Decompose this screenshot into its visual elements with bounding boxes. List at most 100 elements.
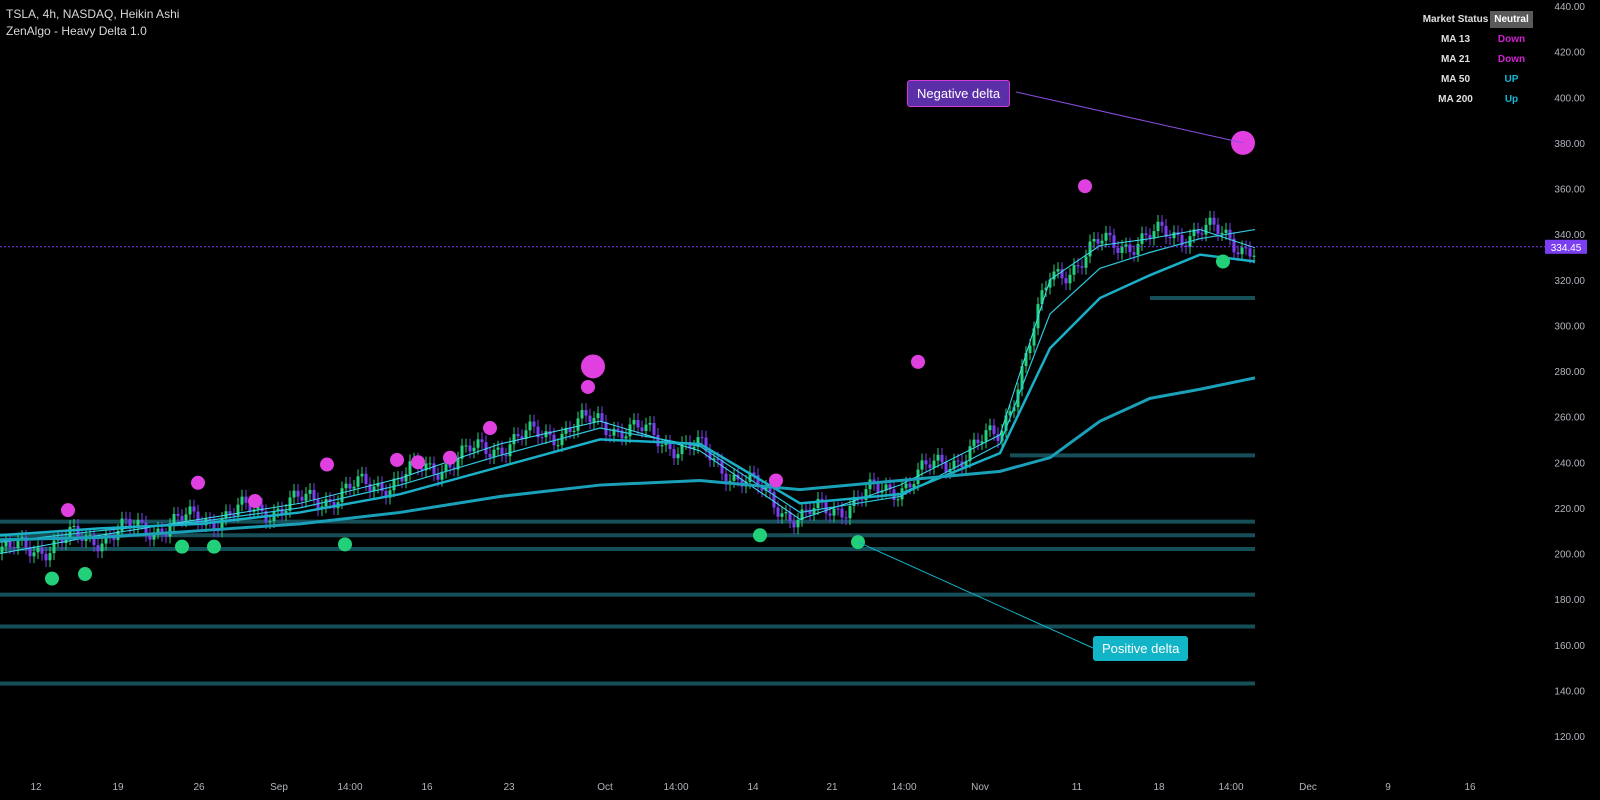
moving-average-line	[0, 376, 1256, 542]
negative-delta-bubble	[390, 452, 404, 467]
negative-delta-bubble	[911, 354, 925, 369]
candle-body	[1044, 287, 1048, 291]
status-row-value: Up	[1504, 93, 1519, 105]
moving-average-line	[0, 229, 1256, 554]
candle-body	[356, 476, 360, 487]
y-axis-tick: 260.00	[1554, 413, 1585, 424]
candle-body	[164, 534, 168, 537]
candle-body	[536, 426, 540, 438]
candle-body	[1200, 233, 1204, 235]
x-axis-tick: 21	[826, 782, 838, 793]
candle-body	[220, 518, 224, 531]
market-status-title: Market Status	[1422, 13, 1489, 25]
negative-delta-bubble	[443, 450, 457, 465]
candle-body	[1076, 265, 1080, 267]
candle-body	[1248, 248, 1252, 257]
candle-body	[100, 543, 104, 552]
candle-body	[1172, 232, 1176, 239]
candle-body	[400, 477, 404, 482]
candle-body	[804, 509, 808, 511]
candle-body	[228, 511, 232, 515]
candle-body	[1112, 235, 1116, 248]
candle-body	[936, 454, 940, 461]
y-axis-tick: 400.00	[1554, 93, 1585, 104]
negative-delta-bubble	[191, 475, 205, 490]
candle-body	[308, 489, 312, 494]
candle-body	[1180, 234, 1184, 246]
candle-body	[492, 449, 496, 458]
candle-body	[364, 473, 368, 484]
status-row-label: MA 21	[1440, 53, 1471, 65]
candle-body	[888, 484, 892, 490]
candle-body	[1216, 224, 1220, 235]
candle-body	[1208, 217, 1212, 225]
candle-body	[612, 428, 616, 436]
candle-body	[464, 445, 468, 447]
negative-delta-bubble	[581, 379, 595, 394]
candle-body	[8, 541, 12, 548]
candle-body	[280, 508, 284, 514]
candle-body	[864, 489, 868, 500]
candle-body	[352, 486, 356, 489]
candle-body	[916, 469, 920, 485]
candle-body	[260, 504, 264, 512]
candle-body	[1240, 247, 1244, 255]
current-price-tag	[1545, 239, 1587, 254]
candle-body	[424, 463, 428, 471]
candle-body	[964, 461, 968, 468]
candle-body	[468, 445, 472, 452]
status-row-label: MA 50	[1440, 73, 1471, 85]
status-row-value: Down	[1497, 33, 1526, 45]
negative-delta-bubble	[411, 455, 425, 470]
candle-body	[372, 486, 376, 492]
candle-body	[68, 526, 72, 539]
candle-body	[1160, 221, 1164, 226]
x-axis-tick: 14:00	[891, 782, 916, 793]
candle-body	[1068, 274, 1072, 284]
status-row-value: Down	[1497, 53, 1526, 65]
candle-body	[732, 474, 736, 481]
candle-body	[324, 499, 328, 507]
market-status-value: Neutral	[1490, 10, 1533, 28]
x-axis-tick: 19	[112, 782, 124, 793]
candle-body	[144, 522, 148, 535]
candle-body	[644, 424, 648, 431]
candle-body	[928, 464, 932, 468]
candle-body	[360, 473, 364, 477]
candle-body	[636, 420, 640, 428]
candle-body	[920, 460, 924, 470]
candle-body	[348, 483, 352, 489]
candle-body	[848, 506, 852, 519]
x-axis-tick: Dec	[1299, 782, 1317, 793]
candle-body	[800, 509, 804, 520]
candle-body	[368, 483, 372, 492]
candle-body	[296, 490, 300, 497]
candle-body	[952, 460, 956, 470]
negative-delta-bubble	[1078, 179, 1092, 194]
y-axis-tick: 220.00	[1554, 504, 1585, 515]
candle-body	[212, 520, 216, 531]
candle-body	[976, 439, 980, 444]
status-row-label: MA 200	[1438, 93, 1473, 105]
candle-body	[996, 434, 1000, 442]
negative-delta-label: Negative delta	[907, 80, 1011, 107]
positive-delta-label: Positive delta	[1093, 636, 1189, 661]
candle-body	[552, 434, 556, 446]
candle-body	[980, 441, 984, 444]
candle-body	[1196, 229, 1200, 234]
candle-body	[1056, 269, 1060, 272]
candle-body	[1072, 265, 1076, 275]
candle-body	[244, 496, 248, 503]
candle-body	[448, 464, 452, 468]
candle-body	[444, 464, 448, 472]
candle-body	[192, 506, 196, 512]
market-status-table: Market Status Neutral MA 13 Down MA 21 Down…	[1421, 9, 1541, 109]
y-axis-tick: 180.00	[1554, 595, 1585, 606]
candle-body	[300, 496, 304, 501]
candle-body	[1252, 255, 1256, 257]
candle-body	[668, 441, 672, 450]
candle-body	[1132, 252, 1136, 255]
candle-body	[580, 410, 584, 419]
candle-body	[196, 511, 200, 524]
